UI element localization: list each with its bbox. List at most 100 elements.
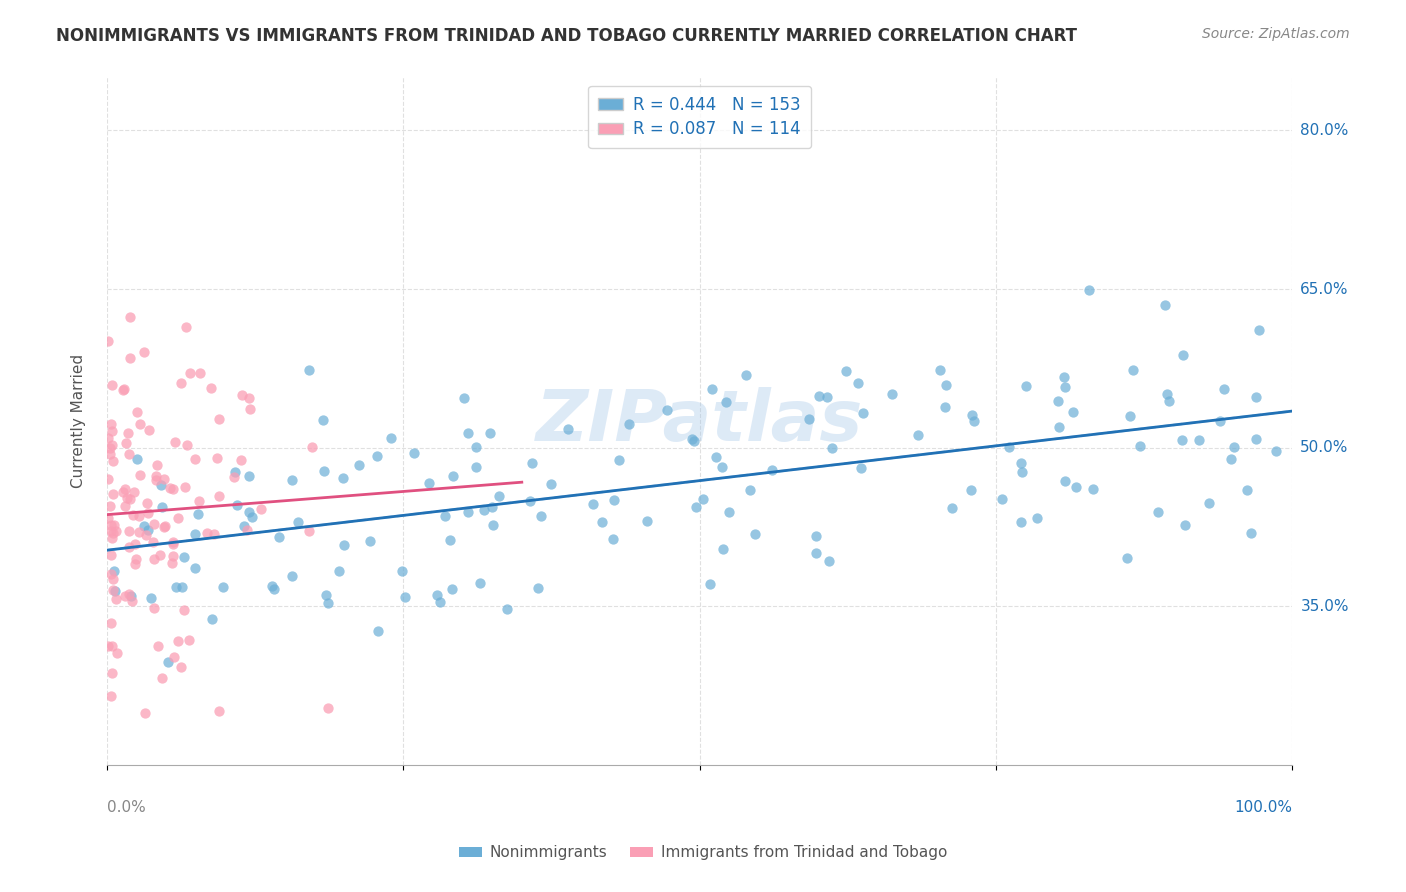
Point xyxy=(100,425,122,439)
Point xyxy=(744,527,766,541)
Point xyxy=(129,417,152,432)
Point xyxy=(97,471,120,485)
Point xyxy=(1171,434,1194,448)
Point xyxy=(207,451,229,466)
Point xyxy=(702,382,724,396)
Point xyxy=(366,449,388,463)
Point xyxy=(464,440,486,454)
Point xyxy=(101,572,124,586)
Point xyxy=(188,367,211,381)
Point xyxy=(706,450,728,464)
Point xyxy=(162,534,184,549)
Point xyxy=(170,376,193,390)
Point xyxy=(481,500,503,515)
Point xyxy=(100,615,122,630)
Point xyxy=(287,516,309,530)
Point xyxy=(124,557,146,571)
Point xyxy=(160,556,183,570)
Text: 35.0%: 35.0% xyxy=(1301,599,1348,614)
Point xyxy=(685,500,707,515)
Point xyxy=(122,485,145,500)
Point xyxy=(1265,443,1288,458)
Point xyxy=(821,441,844,455)
Point xyxy=(115,491,138,506)
Point xyxy=(222,469,245,483)
Point xyxy=(173,603,195,617)
Point xyxy=(527,582,550,596)
Point xyxy=(298,363,321,377)
Point xyxy=(557,422,579,436)
Point xyxy=(105,524,128,538)
Point xyxy=(380,431,402,445)
Point xyxy=(114,589,136,603)
Point xyxy=(1122,362,1144,376)
Point xyxy=(1119,409,1142,424)
Point xyxy=(226,499,249,513)
Point xyxy=(717,506,740,520)
Text: 80.0%: 80.0% xyxy=(1301,123,1348,138)
Point xyxy=(115,436,138,450)
Point xyxy=(125,551,148,566)
Point xyxy=(1010,456,1032,470)
Point xyxy=(142,535,165,549)
Point xyxy=(120,492,142,507)
Point xyxy=(129,468,152,483)
Point xyxy=(114,482,136,496)
Point xyxy=(262,579,284,593)
Point xyxy=(120,310,142,324)
Point xyxy=(120,351,142,366)
Text: 100.0%: 100.0% xyxy=(1234,799,1292,814)
Point xyxy=(1053,475,1076,489)
Point xyxy=(165,581,187,595)
Point xyxy=(1220,452,1243,467)
Point xyxy=(145,468,167,483)
Point xyxy=(239,402,262,417)
Point xyxy=(238,391,260,405)
Point xyxy=(367,624,389,638)
Point xyxy=(135,528,157,542)
Point xyxy=(224,465,246,479)
Point xyxy=(441,582,464,597)
Point xyxy=(935,378,957,392)
Point xyxy=(98,441,121,455)
Point xyxy=(111,484,134,499)
Point xyxy=(1244,390,1267,404)
Point xyxy=(267,530,290,544)
Point xyxy=(105,646,128,660)
Point xyxy=(127,452,149,467)
Point xyxy=(121,594,143,608)
Point xyxy=(121,589,143,603)
Point xyxy=(699,577,721,591)
Point xyxy=(991,492,1014,507)
Point xyxy=(472,503,495,517)
Point xyxy=(184,526,207,541)
Point xyxy=(100,437,122,451)
Point xyxy=(112,382,135,396)
Point xyxy=(711,542,734,557)
Point xyxy=(1247,323,1270,337)
Text: Source: ZipAtlas.com: Source: ZipAtlas.com xyxy=(1202,27,1350,41)
Y-axis label: Currently Married: Currently Married xyxy=(72,354,86,489)
Point xyxy=(238,469,260,483)
Point xyxy=(134,706,156,720)
Point xyxy=(143,516,166,531)
Point xyxy=(934,400,956,414)
Point xyxy=(960,483,983,497)
Point xyxy=(281,473,304,487)
Point xyxy=(1222,440,1244,454)
Point xyxy=(136,523,159,537)
Point xyxy=(104,583,127,598)
Point xyxy=(1047,420,1070,434)
Legend: R = 0.444   N = 153, R = 0.087   N = 114: R = 0.444 N = 153, R = 0.087 N = 114 xyxy=(588,86,811,148)
Point xyxy=(1188,433,1211,447)
Point xyxy=(136,496,159,510)
Point xyxy=(146,639,169,653)
Point xyxy=(488,489,510,503)
Point xyxy=(479,425,502,440)
Point xyxy=(468,575,491,590)
Point xyxy=(997,440,1019,454)
Point xyxy=(201,612,224,626)
Point xyxy=(211,581,233,595)
Point xyxy=(176,320,198,334)
Point xyxy=(1246,433,1268,447)
